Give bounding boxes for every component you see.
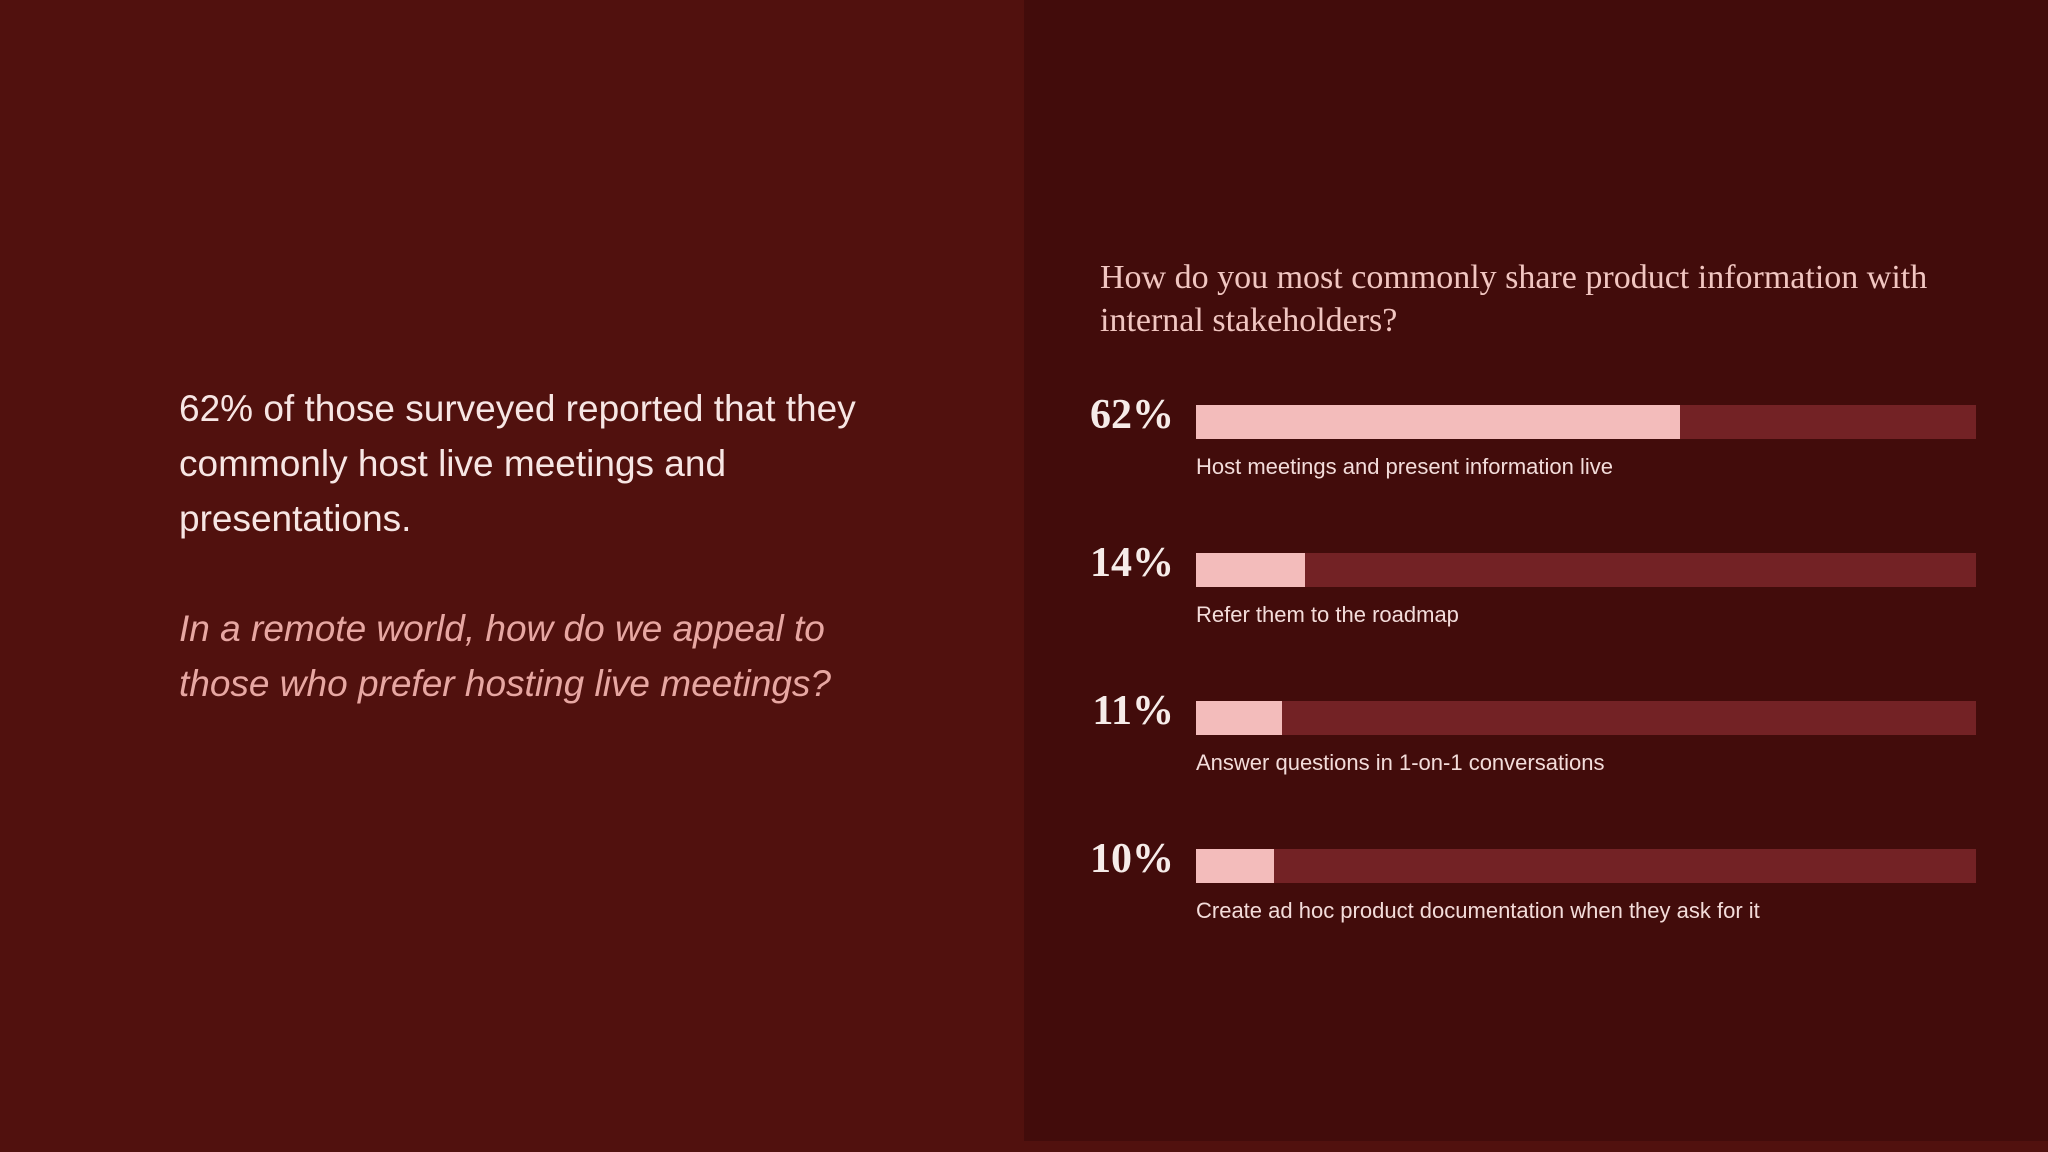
- bar-value-label: 62%: [1090, 392, 1174, 438]
- bar-fill: [1196, 405, 1680, 439]
- bar-row: 14% Refer them to the roadmap: [1090, 540, 1980, 668]
- headline-text: 62% of those surveyed reported that they…: [179, 388, 856, 539]
- bar-track: [1196, 405, 1976, 439]
- bar-row: 11% Answer questions in 1-on-1 conversati…: [1090, 688, 1980, 816]
- bar-value-label: 11%: [1092, 688, 1174, 734]
- bar-value-label: 14%: [1090, 540, 1174, 586]
- bar-row: 62% Host meetings and present information…: [1090, 392, 1980, 520]
- bar-fill: [1196, 701, 1282, 735]
- bar-track: [1196, 849, 1976, 883]
- left-panel: 62% of those surveyed reported that they…: [179, 388, 856, 704]
- bar-track: [1196, 553, 1976, 587]
- bar-row: 10% Create ad hoc product documentation w…: [1090, 836, 1980, 964]
- bar-category-label: Host meetings and present information li…: [1196, 454, 1613, 479]
- bar-track: [1196, 701, 1976, 735]
- bar-category-label: Answer questions in 1-on-1 conversations: [1196, 750, 1605, 775]
- bar-fill: [1196, 553, 1306, 587]
- bar-chart: 62% Host meetings and present information…: [1090, 392, 1980, 940]
- bar-category-label: Create ad hoc product documentation when…: [1196, 898, 1760, 923]
- bar-value-label: 10%: [1090, 836, 1174, 882]
- chart-title: How do you most commonly share product i…: [1100, 259, 1928, 339]
- question-text: In a remote world, how do we appeal to t…: [179, 608, 831, 704]
- bar-category-label: Refer them to the roadmap: [1196, 602, 1459, 627]
- bar-fill: [1196, 849, 1274, 883]
